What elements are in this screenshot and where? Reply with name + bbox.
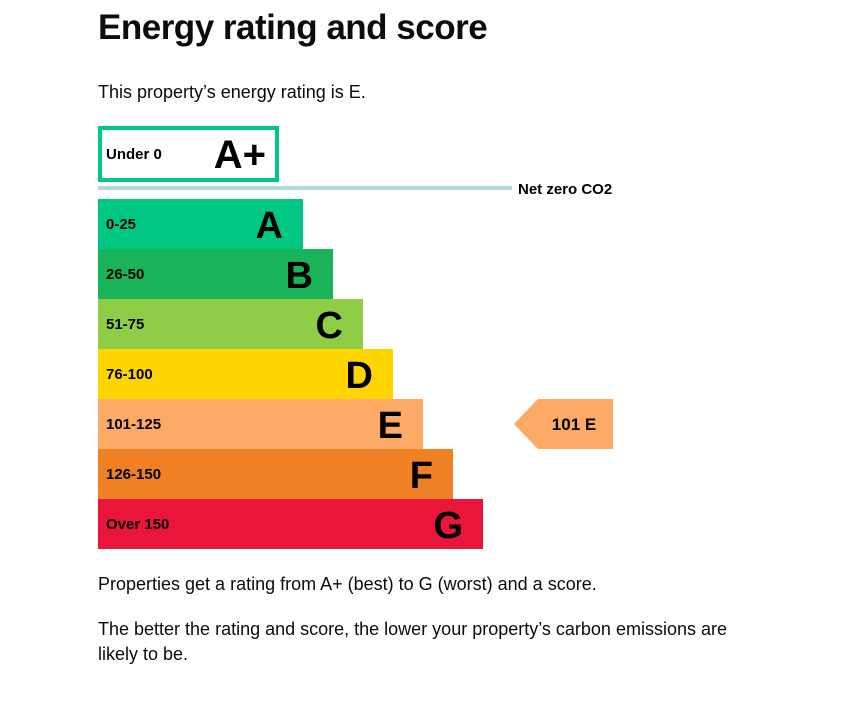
band-aplus-range: Under 0 — [106, 146, 162, 163]
energy-rating-chart: Under 0 A+ Net zero CO2 0-25 A 26-50 B 5… — [98, 126, 613, 549]
band-g-letter: G — [433, 505, 463, 547]
net-zero-label: Net zero CO2 — [518, 181, 612, 198]
band-row-c: 51-75 C — [98, 299, 363, 349]
band-row-g: Over 150 G — [98, 499, 483, 549]
band-row-d: 76-100 D — [98, 349, 393, 399]
band-c-letter: C — [316, 305, 343, 347]
band-row-a: 0-25 A — [98, 199, 303, 249]
band-b-range: 26-50 — [106, 266, 144, 283]
intro-text: This property’s energy rating is E. — [98, 82, 366, 102]
band-b-bar — [98, 249, 333, 299]
band-row-f: 126-150 F — [98, 449, 453, 499]
band-d-range: 76-100 — [106, 366, 153, 383]
band-g-range: Over 150 — [106, 516, 169, 533]
band-a-range: 0-25 — [106, 216, 136, 233]
band-aplus-letter: A+ — [214, 133, 266, 177]
band-d-letter: D — [346, 355, 373, 397]
carbon-explanation: The better the rating and score, the low… — [98, 619, 727, 664]
band-e-range: 101-125 — [106, 416, 161, 433]
band-d-bar — [98, 349, 393, 399]
band-c-range: 51-75 — [106, 316, 144, 333]
band-b-letter: B — [286, 255, 313, 297]
band-a-letter: A — [256, 205, 283, 247]
band-f-bar — [98, 449, 453, 499]
band-g-bar — [98, 499, 483, 549]
band-f-letter: F — [410, 455, 433, 497]
band-f-range: 126-150 — [106, 466, 161, 483]
band-e-bar — [98, 399, 423, 449]
band-c-bar — [98, 299, 363, 349]
rating-explanation: Properties get a rating from A+ (best) t… — [98, 574, 597, 594]
band-row-b: 26-50 B — [98, 249, 333, 299]
band-e-letter: E — [378, 405, 403, 447]
page-title: Energy rating and score — [98, 8, 488, 47]
net-zero-line — [98, 186, 512, 190]
current-rating-label: 101 E — [552, 415, 596, 434]
current-rating-arrow — [514, 399, 613, 449]
band-aplus-outline — [98, 126, 279, 182]
band-row-e: 101-125 E — [98, 399, 423, 449]
band-a-bar — [98, 199, 303, 249]
